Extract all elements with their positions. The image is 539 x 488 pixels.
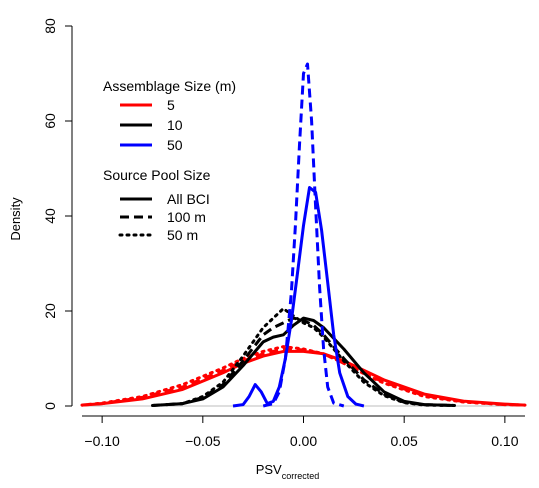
legend-size-label-10: 10 (167, 117, 183, 133)
x-tick-label: −0.05 (185, 433, 221, 449)
x-axis-title-subscript: corrected (282, 471, 320, 481)
series-layer (80, 62, 527, 408)
legend-pool-title: Source Pool Size (103, 167, 211, 183)
y-tick-label: 80 (42, 18, 58, 34)
legend-pool-label-solid: All BCI (167, 191, 210, 207)
series-line-5-50-m (80, 345, 527, 407)
y-tick-label: 20 (42, 303, 58, 319)
series-line-10-50-m (151, 307, 456, 407)
x-axis-title-main: PSV (256, 462, 282, 477)
legend-size-title: Assemblage Size (m) (103, 78, 236, 94)
series-line-10-all-bci (152, 316, 455, 407)
legend-size-label-5: 5 (167, 97, 175, 113)
legend-size-label-50: 50 (167, 137, 183, 153)
legend-pool-label-dashed: 100 m (167, 209, 206, 225)
axes-layer: −0.10 −0.05 0.00 0.05 0.10 0 20 40 60 80 PSVcorrec… (8, 18, 525, 481)
series-line-5-all-bci (81, 349, 526, 407)
x-tick-label: −0.10 (84, 433, 120, 449)
legend-layer: Assemblage Size (m) 5 10 50 Source Pool Size… (103, 78, 236, 243)
y-tick-label: 60 (42, 113, 58, 129)
y-tick-label: 0 (42, 402, 58, 410)
x-tick-label: 0.10 (491, 433, 518, 449)
series-line-50-all-bci (232, 186, 365, 408)
x-tick-label: 0.05 (391, 433, 418, 449)
y-tick-label: 40 (42, 208, 58, 224)
x-axis-title: PSVcorrected (256, 462, 320, 481)
y-axis-title: Density (8, 197, 23, 241)
x-tick-label: 0.00 (290, 433, 317, 449)
legend-pool-label-dotted: 50 m (167, 227, 198, 243)
